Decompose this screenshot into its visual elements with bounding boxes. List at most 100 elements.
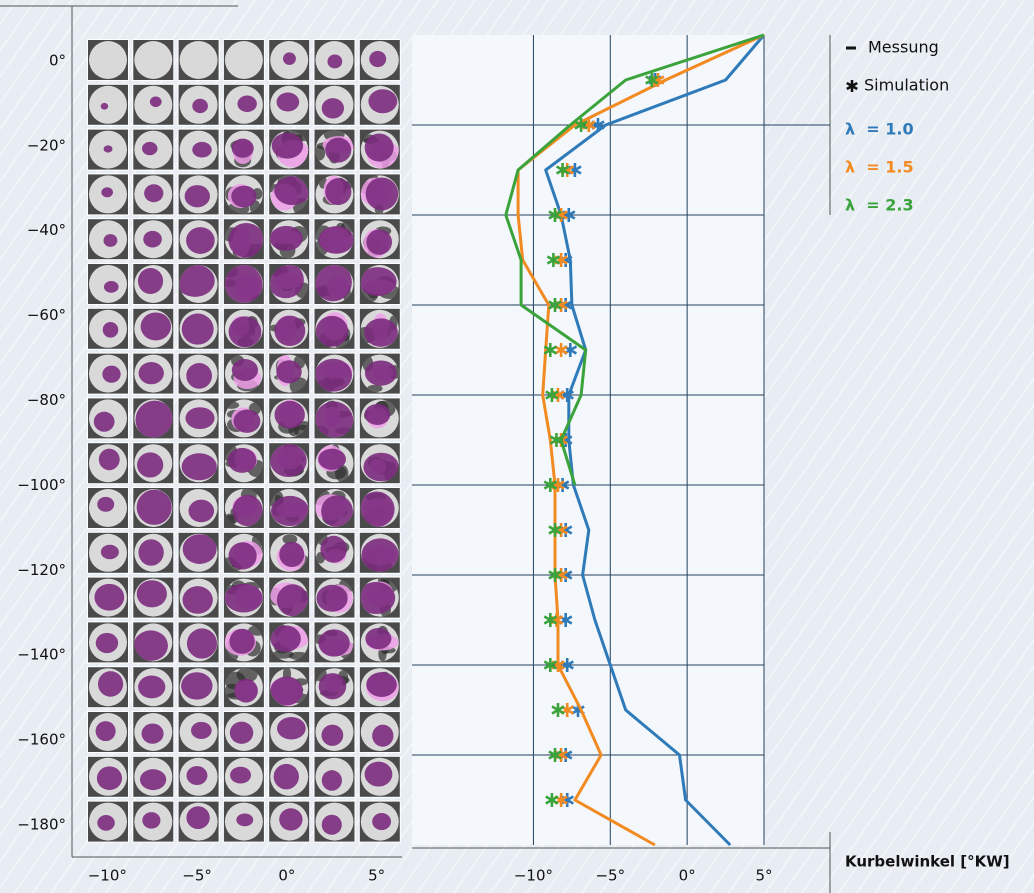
thumb-content xyxy=(322,98,344,118)
thumb-flame xyxy=(236,813,253,826)
thumb-flame xyxy=(103,322,119,338)
thumbnail xyxy=(223,39,265,81)
thumb-content xyxy=(230,767,251,784)
thumbnail xyxy=(268,397,314,439)
thumb-content xyxy=(98,671,123,697)
thumbnail xyxy=(178,577,220,619)
thumb-flame xyxy=(228,448,257,473)
thumb-flame xyxy=(372,725,393,747)
thumbnail xyxy=(87,442,129,484)
thumbnail xyxy=(268,801,310,843)
thumb-flame xyxy=(230,767,251,784)
thumbnail xyxy=(314,577,359,619)
thumbnail xyxy=(359,532,401,574)
thumb-content xyxy=(97,815,114,831)
thumbnail xyxy=(178,666,220,708)
thumbnail xyxy=(132,711,174,753)
thumbnail xyxy=(314,756,356,798)
thumb-content xyxy=(237,96,256,113)
thumb-content xyxy=(186,227,215,254)
thumbnail xyxy=(223,577,265,619)
image-grid xyxy=(87,39,404,843)
thumbnail xyxy=(87,84,129,126)
thumb-flame xyxy=(97,815,114,831)
thumb-content xyxy=(97,497,114,512)
thumb-content xyxy=(139,362,164,384)
thumb-flame xyxy=(372,813,391,830)
thumbnail xyxy=(132,84,174,126)
thumbnail xyxy=(223,173,265,215)
thumb-flame xyxy=(104,145,113,152)
axis-label: Kurbelwinkel [°KW] xyxy=(845,853,1010,871)
thumbnail xyxy=(359,487,401,529)
thumbnail xyxy=(223,353,265,395)
thumbnail xyxy=(132,487,174,529)
thumbnail xyxy=(178,308,220,350)
thumb-flame xyxy=(368,89,397,113)
thumb-flame xyxy=(224,584,262,613)
thumbnail xyxy=(132,353,174,395)
thumb-content xyxy=(277,717,306,739)
thumb-window xyxy=(89,41,127,79)
thumb-content xyxy=(189,500,215,523)
thumb-flame xyxy=(150,96,162,107)
thumb-content xyxy=(94,584,124,611)
thumbnail xyxy=(87,129,129,171)
thumb-flame xyxy=(327,55,342,69)
thumb-flame xyxy=(274,316,305,346)
thumbnail xyxy=(178,711,220,753)
thumb-content xyxy=(186,363,212,389)
thumb-flame xyxy=(143,231,162,248)
thumbnail xyxy=(87,308,129,350)
thumb-flame xyxy=(318,629,349,656)
legend: λ = 1.0λ = 1.5λ = 2.3 xyxy=(845,120,914,215)
thumb-content xyxy=(327,55,342,69)
thumb-flame xyxy=(138,676,165,699)
thumb-flame xyxy=(96,721,116,741)
thumbnail xyxy=(314,711,356,753)
thumb-content xyxy=(104,145,113,152)
thumb-flame xyxy=(230,629,255,654)
thumb-flame xyxy=(366,229,392,254)
thumbnail xyxy=(359,263,401,305)
thumb-flame xyxy=(138,539,163,565)
thumbnail xyxy=(87,756,129,798)
legend-label: λ = 1.0 xyxy=(845,120,914,139)
x-tick-label: 0° xyxy=(679,867,696,885)
thumb-content xyxy=(322,815,342,835)
x-tick-label: 0° xyxy=(278,867,295,885)
x-tick-label: −5° xyxy=(595,867,625,885)
thumb-flame xyxy=(139,362,164,384)
thumb-flame xyxy=(94,412,115,432)
thumb-flame xyxy=(97,766,122,790)
thumbnail xyxy=(87,532,129,574)
x-tick-label: 5° xyxy=(755,867,772,885)
legend-label: Messung xyxy=(868,38,939,57)
thumb-flame xyxy=(365,134,394,162)
thumb-content xyxy=(372,725,393,747)
thumbnail xyxy=(87,173,129,215)
thumb-content xyxy=(103,322,119,338)
thumb-flame xyxy=(276,360,301,383)
thumb-flame xyxy=(102,366,120,383)
thumb-flame xyxy=(229,316,262,347)
thumbnail xyxy=(178,532,220,574)
thumbnail xyxy=(178,442,220,484)
thumb-flame xyxy=(229,542,257,569)
thumb-flame xyxy=(94,584,124,611)
thumb-content xyxy=(369,51,386,67)
thumbnail xyxy=(359,756,401,798)
thumbnail xyxy=(178,397,220,439)
thumbnail xyxy=(359,801,401,843)
y-tick-label: −60° xyxy=(27,306,66,324)
thumbnail xyxy=(132,621,174,663)
thumb-flame xyxy=(99,449,120,471)
thumbnail xyxy=(223,621,268,663)
thumb-content xyxy=(150,96,162,107)
thumbnail xyxy=(314,532,356,574)
thumbnail xyxy=(178,801,220,843)
thumbnail xyxy=(314,308,356,350)
thumbnail xyxy=(268,756,310,798)
thumbnail xyxy=(314,442,356,484)
thumb-content xyxy=(182,453,217,480)
